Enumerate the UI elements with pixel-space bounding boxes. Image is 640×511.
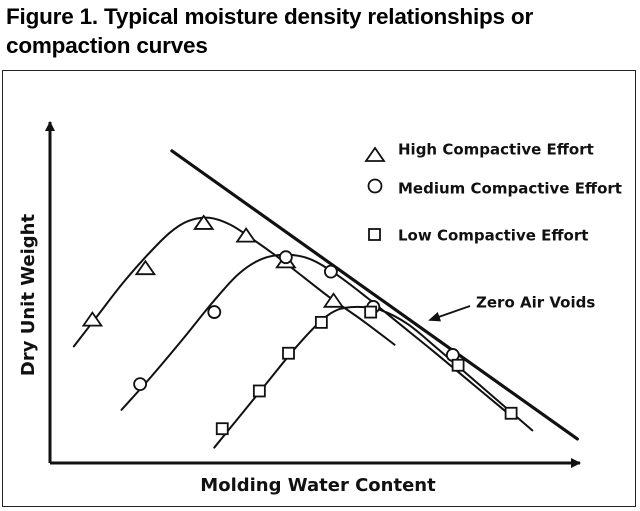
high-compactive-effort-point-4 [235, 227, 257, 243]
medium-compactive-effort-point-1 [133, 377, 148, 392]
triangle-legend-icon [364, 146, 386, 162]
markers-layer [81, 214, 518, 436]
high-compactive-effort-point-6 [322, 292, 345, 308]
legend-label-low: Low Compactive Effort [398, 227, 588, 245]
figure-title: Figure 1. Typical moisture density relat… [6, 2, 626, 60]
low-compactive-effort-point-3 [282, 346, 295, 360]
low-compactive-effort-point-5 [364, 305, 378, 319]
low-compactive-effort-point-6 [451, 358, 465, 372]
high-compactive-effort-point-3 [192, 214, 215, 230]
high-compactive-effort-point-2 [134, 259, 157, 276]
square-legend-icon [368, 228, 381, 241]
low-compactive-effort-point-4 [314, 315, 328, 329]
medium-compactive-effort-curve [120, 253, 507, 413]
figure-title-line-2: compaction curves [6, 33, 208, 58]
circle-legend-icon [367, 178, 383, 194]
y-axis-label: Dry Unit Weight [18, 214, 39, 377]
legend-item-medium: Medium Compactive Effort [367, 178, 622, 198]
x-axis-label: Molding Water Content [200, 475, 436, 496]
low-compactive-effort-point-1 [215, 422, 229, 436]
high-compactive-effort-point-1 [81, 311, 104, 327]
zero-air-voids-line [170, 149, 579, 441]
legend: High Compactive Effort Medium Compactive… [364, 141, 622, 245]
legend-item-high: High Compactive Effort [364, 141, 594, 162]
low-compactive-effort-point-2 [252, 384, 266, 398]
legend-item-low: Low Compactive Effort [368, 227, 588, 245]
legend-label-high: High Compactive Effort [398, 141, 594, 159]
low-compactive-effort-point-7 [504, 406, 518, 420]
low-compactive-effort-curve [213, 305, 534, 449]
zero-air-voids-arrow [428, 305, 471, 322]
figure-title-line-1: Figure 1. Typical moisture density relat… [6, 4, 534, 29]
zero-air-voids-label: Zero Air Voids [476, 294, 595, 312]
medium-compactive-effort-point-4 [323, 264, 338, 279]
medium-compactive-effort-point-3 [278, 250, 293, 265]
high-compactive-effort-curve [72, 216, 396, 348]
zero-air-voids-annotation: Zero Air Voids [428, 294, 595, 322]
legend-label-medium: Medium Compactive Effort [398, 180, 622, 198]
figure-frame [2, 70, 636, 507]
medium-compactive-effort-point-2 [207, 305, 222, 319]
curves-layer [72, 149, 579, 449]
